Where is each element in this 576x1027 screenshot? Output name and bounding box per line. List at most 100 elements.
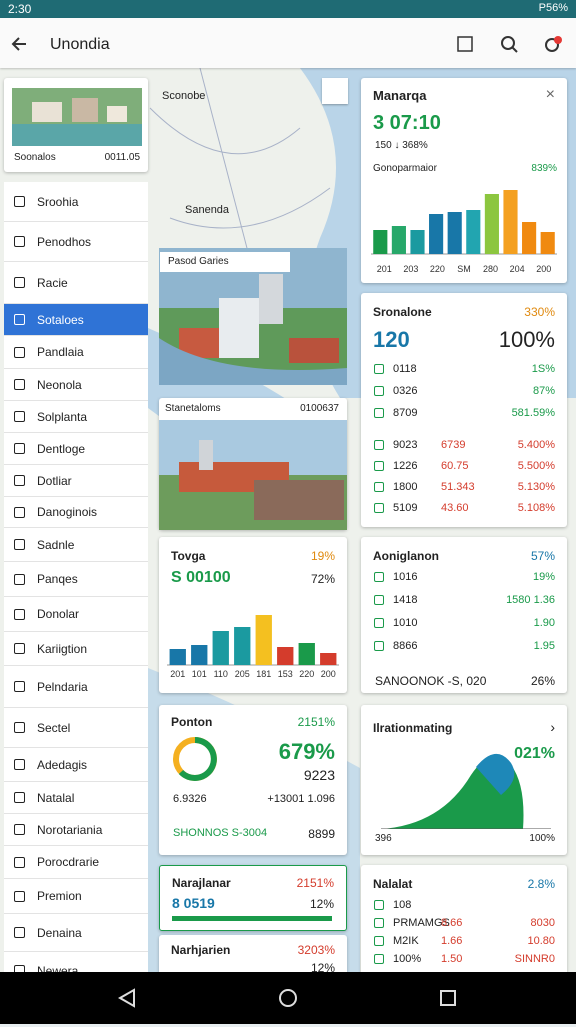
icon <box>14 314 25 325</box>
sidebar-item[interactable]: Sadnle <box>4 528 148 562</box>
item-label: Dotliar <box>37 473 72 488</box>
nav-buttons[interactable] <box>0 972 576 1024</box>
row-icon <box>374 364 384 374</box>
map-popup[interactable] <box>160 252 290 272</box>
row-cell: 1.90 <box>533 617 555 629</box>
app-title: Unondia <box>50 36 110 53</box>
bar <box>298 643 315 665</box>
row-cell: M2IK <box>393 935 419 947</box>
app-actions[interactable] <box>456 35 566 55</box>
stats-card[interactable]: Nalalat 2.8% 108 PRMAMGS 8.66 8030 M2IK 1.66 1… <box>361 865 567 975</box>
x-label: 220 <box>299 669 314 679</box>
back-button[interactable] <box>10 34 30 54</box>
item-label: Kariigtion <box>37 641 88 656</box>
row-cell: 1580 1.36 <box>506 594 555 606</box>
bar <box>191 645 208 665</box>
row-cell: 1S% <box>531 363 555 375</box>
sidebar-item[interactable]: Kariigtion <box>4 632 148 666</box>
row-cell: 1010 <box>393 617 418 629</box>
row-cell: 8709 <box>393 407 418 419</box>
row-icon <box>374 900 384 910</box>
icon <box>14 681 25 692</box>
stats-card[interactable]: Narhjarien 3203% 12% <box>159 935 347 975</box>
card-value: 3 07:10 <box>373 112 441 134</box>
row-cell: 9023 <box>393 439 418 451</box>
sidebar-item[interactable]: Neonola <box>4 369 148 401</box>
row-cell: 1800 <box>393 481 418 493</box>
stats-card[interactable]: Ilrationmating › 021% 396 100% <box>361 705 567 855</box>
badge: 2.8% <box>527 877 555 891</box>
row-icon <box>374 440 384 450</box>
row-icon <box>374 618 384 628</box>
chevron[interactable]: › <box>550 719 555 735</box>
icon <box>14 792 25 803</box>
sidebar-item[interactable]: Pelndaria <box>4 666 148 708</box>
card-title: Narhjarien <box>171 943 231 957</box>
row-cell: 8866 <box>393 640 418 652</box>
sidebar-item[interactable]: Dentloge <box>4 433 148 465</box>
sidebar-item[interactable]: Norotariania <box>4 814 148 846</box>
sidebar-item[interactable]: Adedagis <box>4 748 148 782</box>
icon <box>14 722 25 733</box>
bar <box>503 190 518 254</box>
row-cell: 8.66 <box>441 917 463 929</box>
sidebar-item[interactable]: Racie <box>4 262 148 304</box>
stats-card[interactable]: Manarqa × 3 07:10 150 ↓ 368% Gonoparmaio… <box>361 78 567 283</box>
icon <box>14 573 25 585</box>
row-icon <box>374 936 384 946</box>
badge: 021% <box>514 745 555 762</box>
app-bar <box>0 18 576 68</box>
photo <box>12 88 142 146</box>
x-label: 280 <box>483 264 498 274</box>
item-label: Pelndaria <box>37 679 88 694</box>
icon <box>14 824 25 835</box>
stats-card[interactable]: Ponton 2151% 679% 9223 6.9326 +13001 1.0… <box>159 705 347 855</box>
item-label: Pandlaia <box>37 345 84 359</box>
stats-card[interactable]: Aoniglanon 57% SANOONOK -S, 020 26% 1016… <box>361 537 567 693</box>
sidebar-item[interactable]: Donolar <box>4 597 148 632</box>
card-title: Sronalone <box>373 305 432 319</box>
card-value: 120 <box>373 327 410 352</box>
icon <box>14 759 25 770</box>
icon <box>14 196 25 207</box>
row-icon <box>374 954 384 964</box>
stats-card[interactable]: Sronalone 330% 120 100% 0118 1S% 0326 87% 87… <box>361 293 567 527</box>
badge: 19% <box>310 549 335 563</box>
bar <box>277 647 294 665</box>
sidebar-item[interactable]: Sectel <box>4 708 148 748</box>
row-cell: 108 <box>393 899 412 911</box>
map-button[interactable] <box>322 78 348 104</box>
row-cell: 51.343 <box>441 481 475 493</box>
sidebar-item[interactable]: Penodhos <box>4 222 148 262</box>
sidebar-item[interactable]: Sroohia <box>4 182 148 222</box>
sidebar-item[interactable]: Denaina <box>4 914 148 952</box>
sidebar-item[interactable]: Porocdrarie <box>4 846 148 879</box>
sidebar-item[interactable]: Natalal <box>4 782 148 814</box>
sidebar-item[interactable]: Solplanta <box>4 401 148 433</box>
badge: 330% <box>524 305 555 319</box>
row-cell: 5109 <box>393 502 418 514</box>
sidebar-item[interactable]: Premion <box>4 879 148 914</box>
sidebar-item[interactable]: Pandlaia <box>4 336 148 369</box>
row-cell: 19% <box>532 571 555 583</box>
card-title: Ponton <box>171 715 213 729</box>
photo-card[interactable]: Stanetaloms 0100637 <box>159 398 347 530</box>
item-label: Racie <box>37 275 68 290</box>
sidebar-item[interactable]: Danoginois <box>4 497 148 528</box>
stats-card[interactable]: Tovga 19% S 00100 72% 201 101 110 205 181 153… <box>159 537 347 693</box>
sidebar-item[interactable]: Sotaloes <box>4 304 148 336</box>
sidebar-item[interactable]: Panqes <box>4 562 148 597</box>
photo-title: Stanetaloms <box>165 403 221 414</box>
bar <box>373 230 388 254</box>
icon <box>14 475 25 486</box>
sidebar-photo-card[interactable]: Soonalos 0011.05 <box>4 78 148 172</box>
sidebar-item[interactable]: Dotliar <box>4 465 148 497</box>
row-cell: 0326 <box>393 385 418 397</box>
close-button[interactable]: × <box>545 86 555 103</box>
icon <box>14 643 25 654</box>
status-bar <box>0 0 576 18</box>
card-value: 9223 <box>303 767 335 783</box>
stats-card[interactable]: Narajlanar 2151% 8 0519 12% <box>159 865 347 931</box>
badge: 3203% <box>297 943 335 957</box>
nav-bar <box>0 972 576 1024</box>
